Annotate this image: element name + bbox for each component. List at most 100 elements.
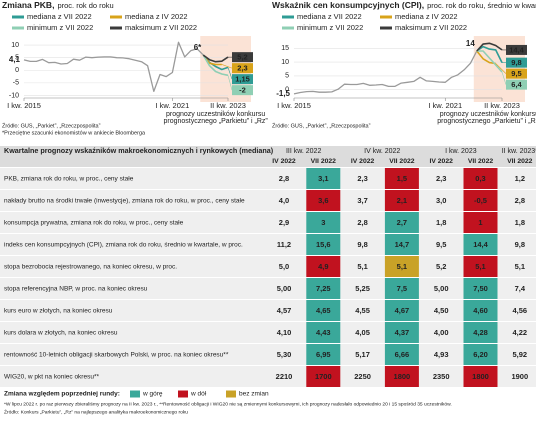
- table-cell: 1800: [472, 372, 489, 381]
- table-cell: 5,1: [515, 262, 525, 271]
- end-label-box: [232, 85, 253, 96]
- forecast-line: [202, 54, 229, 63]
- table-cell: 1,5: [397, 174, 407, 183]
- change-cell: [463, 168, 498, 189]
- legend-label: bez zmian: [239, 391, 269, 398]
- table-cell: 1,8: [515, 218, 525, 227]
- column-header: IV 2022: [272, 158, 296, 165]
- end-label: 5,2: [237, 53, 247, 62]
- change-cell: [384, 300, 419, 321]
- chart-title: Zmiana PKB, proc. rok do roku: [2, 0, 114, 10]
- table-cell: 5,1: [397, 262, 407, 271]
- group-header: II kw. 2023*: [502, 148, 536, 155]
- table-cell: 3,1: [318, 174, 328, 183]
- table-cell: 4,50: [434, 306, 449, 315]
- column-header: VII 2022: [389, 158, 415, 165]
- table-cell: 4,28: [473, 328, 488, 337]
- change-cell: [306, 234, 341, 255]
- table-cell: 3: [321, 218, 325, 227]
- legend-swatch: [226, 390, 236, 398]
- legend-swatch: [178, 390, 188, 398]
- end-label-box: [506, 79, 527, 90]
- table-cell: 6,66: [395, 350, 410, 359]
- forecast-line: [476, 45, 503, 63]
- legend-label: w dół: [190, 391, 207, 398]
- change-cell: [384, 212, 419, 233]
- label-leader: [221, 64, 233, 69]
- x-tick-label: I kw. 2015: [277, 101, 311, 110]
- label-leader: [227, 67, 233, 80]
- forecast-line: [476, 50, 503, 73]
- legend-label: minimum z VII 2022: [27, 23, 93, 32]
- table-note: *W lipcu 2022 r. po raz pierwszy zbieral…: [4, 401, 452, 407]
- column-header: VII 2022: [507, 158, 533, 165]
- legend-label: mediana z IV 2022: [125, 12, 188, 21]
- table-cell: 4,00: [434, 328, 449, 337]
- change-cell: [306, 212, 341, 233]
- legend-swatch: [130, 390, 140, 398]
- table-cell: 0,3: [475, 174, 485, 183]
- table-cell: 4,9: [318, 262, 328, 271]
- end-label: -2: [239, 86, 246, 95]
- table-cell: 5,1: [357, 262, 367, 271]
- legend-label: minimum z VII 2022: [297, 23, 363, 32]
- y-tick-label: 10: [11, 42, 19, 49]
- table-cell: 2250: [354, 372, 371, 381]
- table-cell: 2,8: [357, 218, 367, 227]
- end-label: 1,15: [235, 75, 250, 84]
- table-cell: 4,37: [395, 328, 410, 337]
- legend-label: mediana z VII 2022: [297, 12, 362, 21]
- end-label-box: [506, 68, 527, 79]
- table-cell: 7,50: [473, 284, 488, 293]
- change-cell: [463, 278, 498, 299]
- x-tick-label: I kw. 2021: [155, 101, 189, 110]
- change-cell: [384, 168, 419, 189]
- label-leader: [495, 63, 507, 74]
- end-label-box: [232, 63, 253, 74]
- table-cell: 5,0: [279, 262, 289, 271]
- table-note: Źródło: Konkurs „Parkietu”, „Rz” na najl…: [4, 408, 188, 415]
- change-cell: [384, 322, 419, 343]
- legend-label: w górę: [142, 391, 163, 398]
- x-tick-label: I kw. 2021: [428, 101, 462, 110]
- table-cell: 3,0: [436, 196, 446, 205]
- table-cell: 5,30: [277, 350, 292, 359]
- end-label-box: [232, 52, 253, 63]
- row-label: rentowność 10-letnich obligacji skarbowy…: [4, 352, 229, 359]
- end-label: 2,3: [237, 64, 247, 73]
- y-tick-label: 5: [285, 73, 289, 80]
- table-cell: 2,3: [436, 174, 446, 183]
- subtitle: proc. rok do roku, średnio w kwartale: [427, 1, 536, 10]
- source-note: Źródło: GUS, „Parkiet”, „Rzeczpospolita”: [2, 122, 101, 129]
- label-leader: [227, 75, 233, 91]
- forecast-line: [476, 42, 503, 52]
- forecast-label: prognozy uczestników konkursu: [166, 111, 265, 118]
- forecast-label: prognostycznego „Parkietu” i „Rz”: [437, 118, 536, 125]
- table-cell: 9,8: [515, 240, 525, 249]
- value-label: 14: [466, 39, 475, 48]
- row-label: PKB, zmiana rok do roku, w proc., ceny s…: [4, 176, 134, 183]
- table-cell: 4,43: [316, 328, 331, 337]
- forecast-line: [202, 54, 229, 77]
- forecast-label: prognozy uczestników konkursu: [440, 111, 536, 118]
- change-cell: [384, 278, 419, 299]
- table-cell: -0,5: [474, 196, 487, 205]
- legend-label: mediana z IV 2022: [395, 12, 458, 21]
- row-label: nakłady brutto na środki trwałe (inwesty…: [4, 198, 245, 205]
- change-cell: [463, 366, 498, 387]
- legend-title: Zmiana względem poprzedniej rundy:: [4, 391, 120, 398]
- change-cell: [306, 168, 341, 189]
- table-cell: 9,5: [436, 240, 446, 249]
- change-cell: [463, 234, 498, 255]
- table-cell: 1900: [511, 372, 528, 381]
- table-cell: 6,20: [473, 350, 488, 359]
- table-cell: 2210: [276, 372, 293, 381]
- change-cell: [306, 256, 341, 277]
- table-cell: 2,7: [397, 218, 407, 227]
- table-cell: 3,7: [357, 196, 367, 205]
- source-note: *Przeciętne szacunki ekonomistów w ankie…: [2, 130, 146, 136]
- table-cell: 4,93: [434, 350, 449, 359]
- table-cell: 2,1: [397, 196, 407, 205]
- table-cell: 4,67: [395, 306, 410, 315]
